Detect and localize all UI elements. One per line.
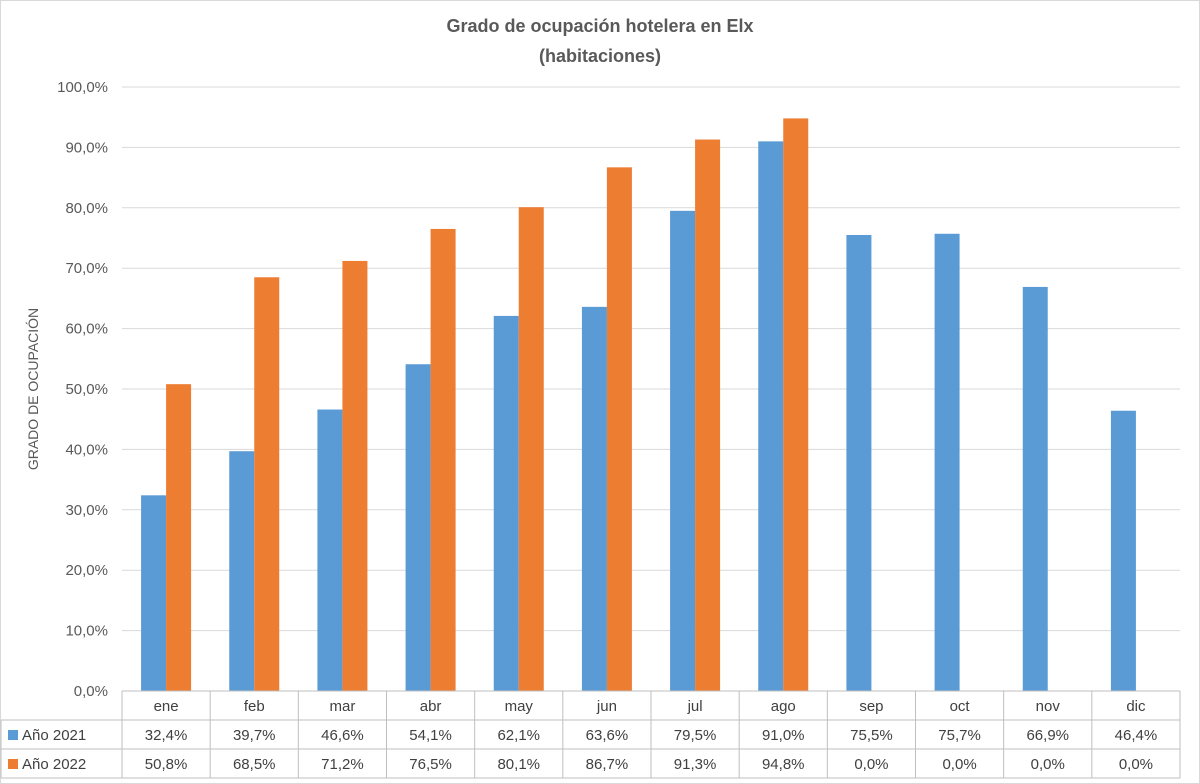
data-table: ene feb mar abr may jun jul ago sep oct nov dic Año …: [0, 690, 1181, 779]
bar-ano-2021: [493, 315, 519, 691]
y-tick-label: 10,0%: [65, 623, 108, 640]
y-tick-label: 60,0%: [65, 321, 108, 338]
bar-ano-2021: [405, 364, 431, 691]
legend-label: Año 2021: [22, 727, 86, 744]
y-tick-label: 100,0%: [57, 79, 108, 96]
x-tick-label: ene: [154, 698, 179, 715]
x-tick-label: mar: [329, 698, 355, 715]
data-label: 86,7%: [586, 756, 629, 773]
bar-ano-2022: [695, 139, 721, 692]
bar-ano-2021: [758, 141, 784, 692]
data-label: 63,6%: [586, 727, 629, 744]
y-tick-label: 80,0%: [65, 200, 108, 217]
data-label: 68,5%: [233, 756, 276, 773]
data-label: 46,6%: [321, 727, 364, 744]
bar-ano-2021: [1110, 410, 1136, 691]
data-label: 76,5%: [409, 756, 452, 773]
bar-ano-2021: [581, 306, 607, 691]
bar-ano-2021: [934, 233, 960, 691]
data-label: 71,2%: [321, 756, 364, 773]
data-label: 75,5%: [850, 727, 893, 744]
data-label: 0,0%: [942, 756, 976, 773]
bar-ano-2022: [342, 260, 368, 691]
bar-ano-2021: [846, 234, 872, 692]
y-tick-label: 90,0%: [65, 139, 108, 156]
bar-ano-2022: [254, 277, 280, 691]
chart-title: Grado de ocupación hotelera en Elx: [446, 16, 753, 36]
bar-ano-2021: [229, 451, 255, 691]
legend-label: Año 2022: [22, 756, 86, 773]
legend-swatch: [8, 759, 18, 769]
chart-subtitle: (habitaciones): [539, 46, 661, 66]
data-label: 39,7%: [233, 727, 276, 744]
x-tick-label: jul: [687, 698, 703, 715]
y-tick-label: 0,0%: [74, 683, 108, 700]
data-label: 0,0%: [1031, 756, 1065, 773]
data-label: 91,0%: [762, 727, 805, 744]
bar-ano-2021: [1022, 286, 1048, 691]
data-label: 46,4%: [1115, 727, 1158, 744]
data-label: 54,1%: [409, 727, 452, 744]
x-tick-label: ago: [771, 698, 796, 715]
data-label: 94,8%: [762, 756, 805, 773]
x-tick-label: oct: [950, 698, 971, 715]
data-label: 50,8%: [145, 756, 188, 773]
bars: [141, 118, 1136, 692]
bar-ano-2021: [670, 210, 696, 691]
data-label: 91,3%: [674, 756, 717, 773]
y-axis-label: GRADO DE OCUPACIÓN: [25, 308, 41, 470]
x-tick-label: abr: [420, 698, 442, 715]
data-label: 66,9%: [1026, 727, 1069, 744]
bar-ano-2022: [166, 384, 192, 691]
bar-ano-2021: [141, 495, 167, 691]
data-label: 0,0%: [854, 756, 888, 773]
x-tick-label: sep: [859, 698, 883, 715]
y-tick-label: 50,0%: [65, 381, 108, 398]
legend-swatch: [8, 730, 18, 740]
data-label: 79,5%: [674, 727, 717, 744]
data-label: 75,7%: [938, 727, 981, 744]
y-tick-label: 30,0%: [65, 502, 108, 519]
bar-ano-2022: [518, 207, 544, 692]
y-tick-label: 20,0%: [65, 562, 108, 579]
x-tick-label: dic: [1126, 698, 1146, 715]
bar-ano-2022: [430, 228, 456, 691]
data-label: 62,1%: [497, 727, 540, 744]
y-tick-label: 70,0%: [65, 260, 108, 277]
bar-ano-2022: [606, 167, 632, 691]
x-tick-label: may: [505, 698, 534, 715]
x-tick-label: jun: [596, 698, 617, 715]
bar-ano-2021: [317, 409, 343, 691]
y-tick-labels: 0,0% 10,0% 20,0% 30,0% 40,0% 50,0% 60,0% 70,0% 8…: [57, 79, 108, 700]
data-label: 32,4%: [145, 727, 188, 744]
data-label: 80,1%: [497, 756, 540, 773]
bar-ano-2022: [783, 118, 809, 691]
x-tick-label: feb: [244, 698, 265, 715]
y-tick-label: 40,0%: [65, 441, 108, 458]
x-tick-label: nov: [1036, 698, 1061, 715]
data-label: 0,0%: [1119, 756, 1153, 773]
